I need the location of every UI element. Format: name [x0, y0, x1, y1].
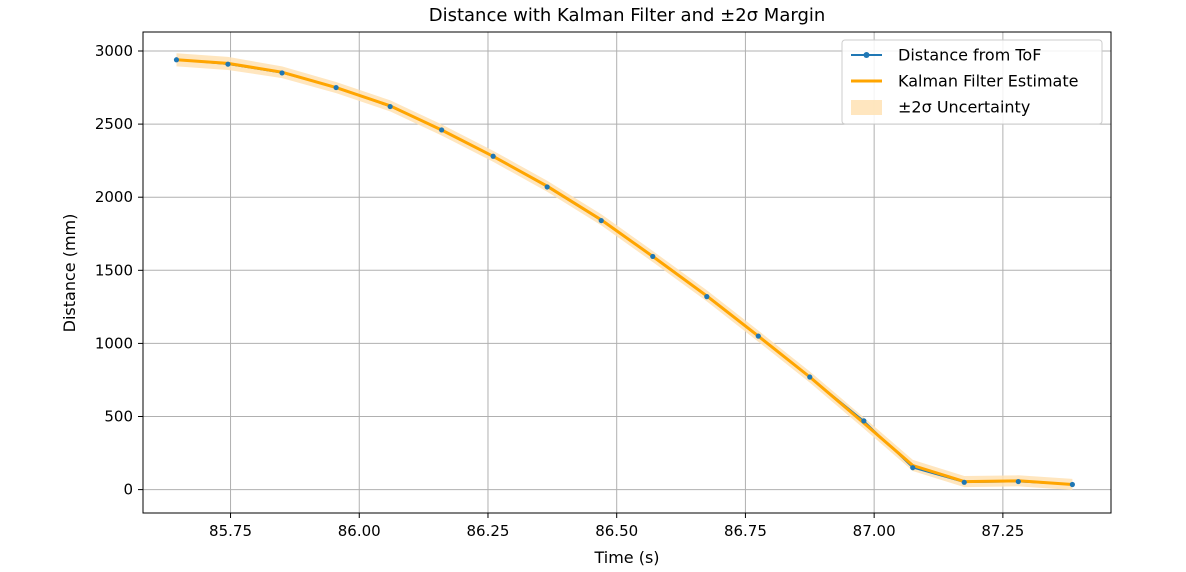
- tof-point: [387, 103, 393, 110]
- tof-point: [279, 70, 285, 76]
- y-tick-label: 2000: [95, 188, 133, 206]
- y-tick-label: 1000: [95, 334, 133, 352]
- y-axis-ticks: 0 500 1000 1500 2000 2500 3000: [95, 42, 143, 499]
- tof-point: [598, 217, 604, 224]
- y-tick-label: 2500: [95, 115, 133, 133]
- tof-point: [1015, 478, 1021, 485]
- x-axis-label: Time (s): [593, 548, 659, 567]
- legend-uncertainty-swatch: [851, 100, 882, 115]
- tof-point: [1069, 481, 1075, 488]
- y-tick-label: 0: [123, 481, 133, 499]
- tof-point: [755, 333, 761, 339]
- tof-points: [173, 57, 1075, 488]
- plot-area-frame: [142, 31, 1112, 514]
- x-tick-label: 86.00: [338, 522, 381, 540]
- legend-uncertainty-label: ±2σ Uncertainty: [898, 98, 1030, 117]
- x-tick-label: 85.75: [209, 522, 252, 540]
- tof-point: [961, 479, 967, 485]
- tof-point: [910, 465, 916, 471]
- tof-point: [704, 294, 710, 300]
- tof-point: [650, 253, 656, 260]
- x-tick-label: 86.50: [595, 522, 638, 540]
- kalman-series-line: [176, 58, 1073, 486]
- chart-title: Distance with Kalman Filter and ±2σ Marg…: [429, 5, 826, 26]
- legend-kalman-label: Kalman Filter Estimate: [898, 72, 1078, 91]
- x-axis-ticks: 85.75 86.00 86.25 86.50 86.75 87.00 87.25: [209, 513, 1024, 540]
- tof-point: [861, 418, 867, 424]
- tof-point: [807, 374, 813, 380]
- y-tick-label: 3000: [95, 42, 133, 60]
- tof-point: [225, 61, 231, 67]
- legend: Distance from ToF Kalman Filter Estimate…: [841, 39, 1103, 125]
- y-tick-label: 500: [104, 408, 133, 426]
- x-tick-label: 86.25: [467, 522, 510, 540]
- legend-tof-label: Distance from ToF: [898, 46, 1041, 65]
- x-tick-label: 86.75: [724, 522, 767, 540]
- legend-tof-swatch-marker: [863, 52, 870, 58]
- y-axis-label: Distance (mm): [60, 214, 79, 333]
- tof-point: [333, 84, 339, 91]
- tof-point: [490, 153, 496, 159]
- tof-point: [173, 57, 180, 63]
- tof-point: [439, 127, 445, 133]
- x-tick-label: 87.00: [853, 522, 896, 540]
- tof-point: [544, 184, 550, 190]
- y-tick-label: 1500: [95, 261, 133, 279]
- x-tick-label: 87.25: [981, 522, 1024, 540]
- legend-box: [841, 39, 1103, 125]
